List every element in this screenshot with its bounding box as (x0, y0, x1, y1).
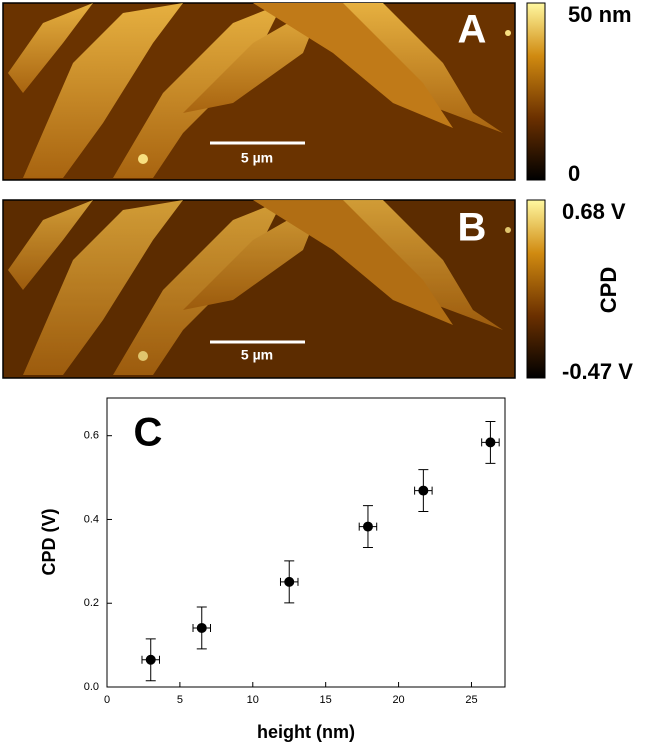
afm-topography: 5 µm A 50 nm 0 (2, 2, 632, 186)
scale-bar-label: 5 µm (241, 150, 273, 166)
data-point (145, 654, 156, 665)
y-tick-label: 0.2 (84, 597, 99, 609)
y-tick-label: 0.0 (84, 681, 99, 693)
x-tick-label: 0 (104, 694, 110, 706)
panel-label: B (458, 206, 487, 250)
afm-cpd: 5 µm B 0.68 V CPD -0.47 V (2, 199, 633, 384)
x-tick-label: 5 (177, 694, 183, 706)
panel-label: A (458, 8, 487, 52)
y-tick-label: 0.6 (84, 430, 99, 442)
x-tick-label: 10 (247, 694, 259, 706)
data-point (362, 521, 373, 532)
colorbar-max: 50 nm (568, 2, 632, 27)
data-point (418, 485, 429, 496)
y-tick-label: 0.4 (84, 513, 99, 525)
x-axis-label: height (nm) (257, 722, 355, 742)
data-point (485, 437, 496, 448)
x-tick-label: 15 (320, 694, 332, 706)
data-point (284, 576, 295, 587)
y-axis-label: CPD (V) (39, 508, 59, 575)
colorbar-max: 0.68 V (562, 199, 626, 224)
x-tick-label: 25 (465, 694, 477, 706)
colorbar-min: -0.47 V (562, 359, 633, 384)
plot-frame (106, 397, 506, 688)
colorbar-min: 0 (568, 161, 580, 186)
colorbar-title: CPD (596, 267, 621, 313)
x-tick-label: 20 (392, 694, 404, 706)
data-point (196, 622, 207, 633)
scale-bar-label: 5 µm (241, 347, 273, 363)
panel-label: C (134, 411, 163, 455)
